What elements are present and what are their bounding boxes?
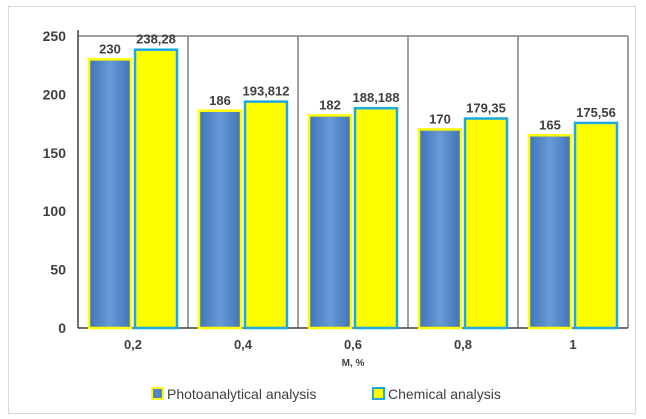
data-label: 175,56 <box>576 105 616 120</box>
bar-photoanalytical <box>527 134 573 330</box>
x-tick-label: 0,4 <box>234 337 253 352</box>
data-label: 230 <box>99 41 121 56</box>
y-tick-label: 100 <box>43 203 67 219</box>
bar-chart: 0 50 100 150 200 250 230 238,28 0,2 186 193,812 0,4… <box>43 28 629 402</box>
legend-label-chemical: Chemical analysis <box>388 386 501 402</box>
y-tick-label: 50 <box>50 262 66 278</box>
y-tick-label: 150 <box>43 145 67 161</box>
bar-chemical <box>573 121 619 330</box>
bar-photoanalytical <box>197 109 243 330</box>
data-label: 170 <box>429 111 451 126</box>
bar-photoanalytical <box>87 58 133 330</box>
data-label: 186 <box>209 93 231 108</box>
data-label: 193,812 <box>243 84 290 99</box>
bar-chemical <box>243 100 289 330</box>
legend-label-photoanalytical: Photoanalytical analysis <box>167 386 316 402</box>
legend-swatch-chemical <box>372 387 385 400</box>
data-label: 188,188 <box>353 90 400 105</box>
bar-photoanalytical <box>417 128 463 330</box>
data-label: 165 <box>539 117 561 132</box>
x-axis-label: M, % <box>342 358 365 369</box>
x-tick-label: 0,8 <box>454 337 472 352</box>
legend-swatch-photoanalytical <box>151 387 164 400</box>
data-label: 179,35 <box>466 101 506 116</box>
bar-chemical <box>133 48 179 330</box>
bar-photoanalytical <box>307 114 353 330</box>
data-label: 238,28 <box>136 32 176 47</box>
x-tick-label: 1 <box>569 337 576 352</box>
chart-figure: 0 50 100 150 200 250 230 238,28 0,2 186 193,812 0,4… <box>8 6 636 414</box>
x-tick-label: 0,6 <box>344 337 362 352</box>
data-label: 182 <box>319 97 341 112</box>
bar-chemical <box>463 117 509 330</box>
y-tick-label: 250 <box>43 28 67 44</box>
y-tick-label: 200 <box>43 86 67 102</box>
y-tick-label: 0 <box>58 320 66 336</box>
bar-chemical <box>353 106 399 330</box>
x-tick-label: 0,2 <box>124 337 142 352</box>
